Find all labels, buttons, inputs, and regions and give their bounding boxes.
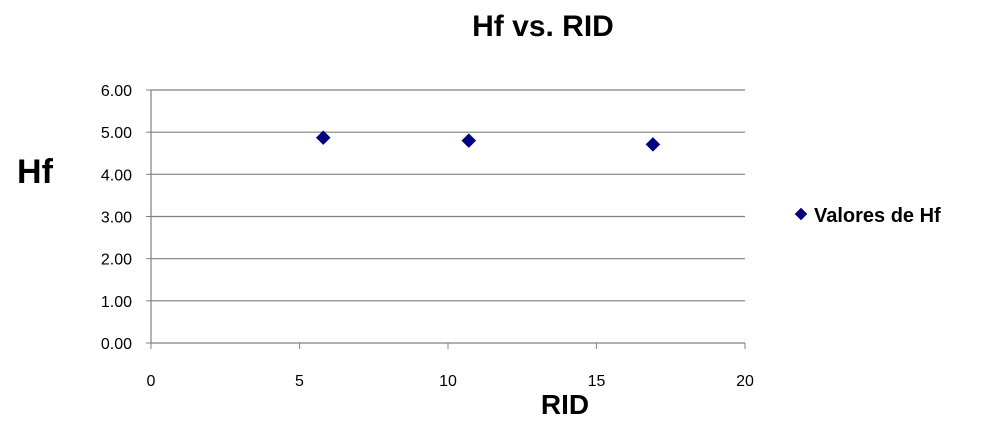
y-tick-label: 0.00	[101, 336, 132, 353]
y-tick-label: 5.00	[101, 125, 132, 142]
legend: Valores de Hf	[794, 205, 941, 227]
legend-marker-diamond	[794, 207, 808, 221]
y-tick-label: 6.00	[101, 83, 132, 100]
y-tick-label: 4.00	[101, 167, 132, 184]
gridlines	[151, 89, 745, 302]
x-tick-label: 15	[588, 373, 606, 390]
x-axis-title: RID	[541, 389, 589, 420]
y-tick-label: 1.00	[101, 294, 132, 311]
y-axis-title: Hf	[17, 153, 54, 191]
x-tick-label: 10	[439, 373, 457, 390]
y-tick-label: 2.00	[101, 252, 132, 269]
x-tick-label: 0	[147, 373, 156, 390]
data-point	[645, 137, 661, 152]
y-tick-label: 3.00	[101, 210, 132, 227]
data-point	[315, 130, 331, 146]
data-points	[315, 130, 661, 152]
y-tick-labels: 0.00 1.00 2.00 3.00 4.00 5.00 6.00	[101, 83, 132, 353]
x-tick-label: 5	[295, 373, 304, 390]
axes	[146, 89, 746, 349]
x-tick-labels: 0 5 10 15 20	[147, 373, 754, 390]
data-point	[461, 133, 477, 148]
legend-label-valores-de-hf: Valores de Hf	[814, 205, 941, 227]
chart-title: Hf vs. RID	[472, 10, 614, 43]
legend-diamond-icon	[794, 207, 808, 221]
x-tick-label: 20	[736, 373, 754, 390]
